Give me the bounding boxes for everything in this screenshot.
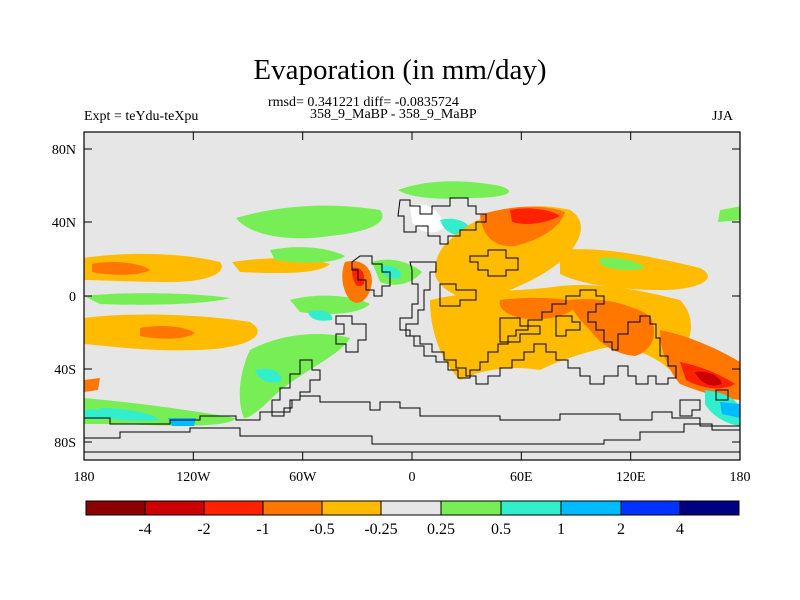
colorbar-box: [440, 500, 502, 516]
lat-tick-labels: 80N 40N 0 40S 80S: [52, 143, 76, 451]
colorbar-label: -1: [256, 521, 269, 538]
colorbar-box: [262, 500, 323, 516]
lon-tick-label: 180: [74, 470, 95, 485]
season-label: JJA: [712, 109, 734, 124]
colorbar-box: [85, 500, 146, 516]
colorbar-label: 0.5: [491, 521, 511, 538]
colorbar-label: -0.25: [364, 521, 397, 538]
experiment-label: Expt = teYdu-teXpu: [84, 109, 199, 124]
colorbar-box: [203, 500, 264, 516]
colorbar-label: 2: [617, 521, 625, 538]
lat-ticks: [84, 148, 740, 443]
lon-tick-label: 120W: [176, 470, 211, 485]
lon-tick-label: 60W: [289, 470, 317, 485]
colorbar-box: [560, 500, 622, 516]
colorbar-label: 0.25: [427, 521, 455, 538]
colorbar-label: -4: [138, 521, 151, 538]
colorbar-label: -0.5: [309, 521, 334, 538]
colorbar-label: -2: [197, 521, 210, 538]
colorbar: [85, 500, 740, 516]
lat-tick-label: 0: [69, 290, 76, 305]
colorbar-box: [144, 500, 205, 516]
colorbar-label: 1: [557, 521, 565, 538]
stats-line: rmsd= 0.341221 diff= -0.0835724: [268, 95, 459, 110]
lon-ticks: [83, 132, 741, 460]
comparison-label: 358_9_MaBP - 358_9_MaBP: [310, 107, 477, 122]
colorbar-label: 4: [676, 521, 684, 538]
lon-tick-label: 60E: [510, 470, 533, 485]
map-title: Evaporation (in mm/day): [253, 54, 547, 86]
lon-tick-label: 0: [409, 470, 416, 485]
continent-outlines: [84, 197, 740, 453]
colorbar-labels: -4 -2 -1 -0.5 -0.25 0.25 0.5 1 2 4: [138, 521, 684, 538]
colorbar-box: [380, 500, 442, 516]
lon-tick-label: 120E: [616, 470, 646, 485]
colorbar-box: [500, 500, 562, 516]
anomaly-field: [84, 181, 740, 426]
lon-tick-label: 180: [730, 470, 751, 485]
lon-tick-labels: 180 120W 60W 0 60E 120E 180: [74, 470, 751, 485]
lat-tick-label: 40S: [54, 363, 76, 378]
lat-tick-label: 80S: [54, 436, 76, 451]
colorbar-box: [321, 500, 382, 516]
colorbar-box: [679, 500, 740, 516]
colorbar-box: [620, 500, 681, 516]
lat-tick-label: 80N: [52, 143, 76, 158]
lat-tick-label: 40N: [52, 216, 76, 231]
